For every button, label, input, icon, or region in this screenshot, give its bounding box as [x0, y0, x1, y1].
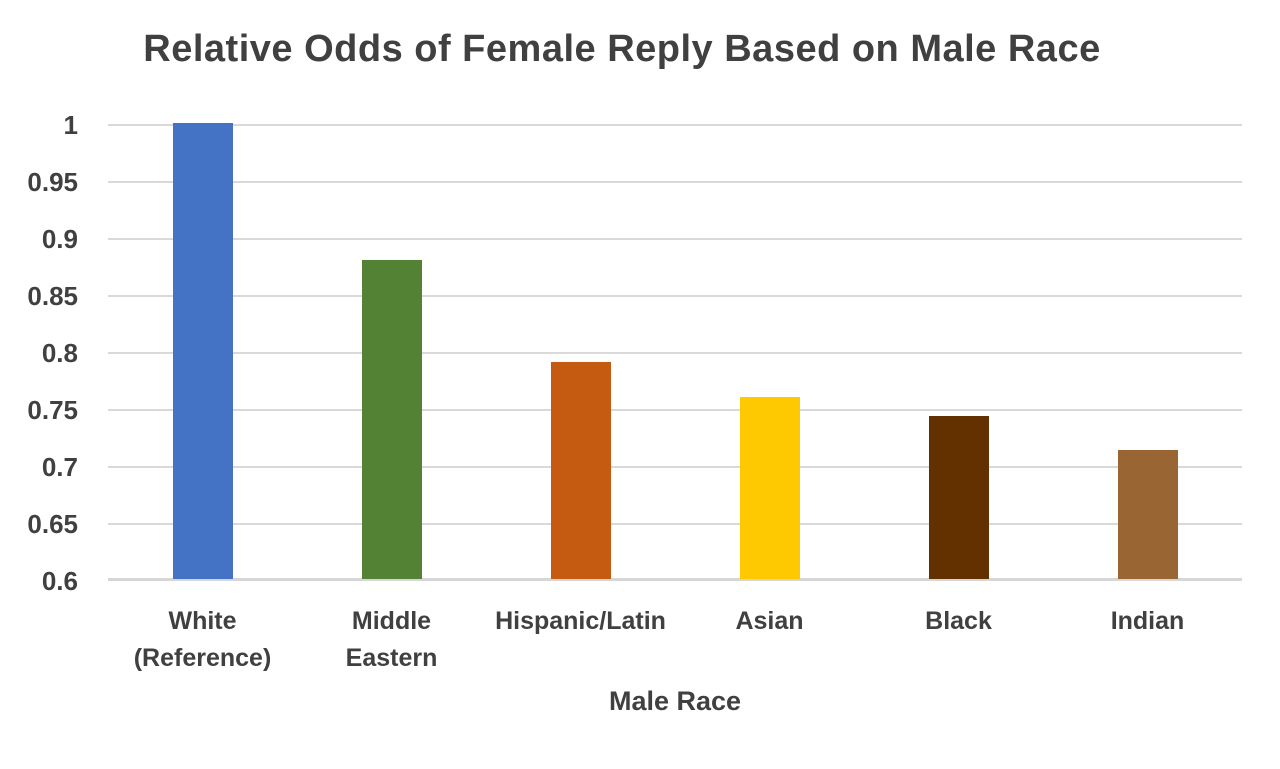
x-category-label-white-reference: White (Reference) — [133, 607, 272, 672]
y-tick-label-0.6: 0.6 — [41, 566, 78, 596]
x-category-label-middle-eastern: Middle Eastern — [345, 607, 438, 672]
y-tick-label-1: 1 — [63, 110, 78, 140]
y-tick-label-0.65: 0.65 — [27, 509, 78, 539]
bar-white-reference — [172, 123, 233, 579]
plot-area — [108, 123, 1242, 581]
gridline — [108, 523, 1242, 525]
bar-middle-eastern — [361, 259, 422, 579]
gridline — [108, 124, 1242, 126]
y-tick-label-0.8: 0.8 — [41, 338, 78, 368]
bar-black — [928, 415, 989, 579]
gridline — [108, 295, 1242, 297]
gridline — [108, 238, 1242, 240]
y-tick-label-0.95: 0.95 — [27, 167, 78, 197]
chart-title: Relative Odds of Female Reply Based on M… — [143, 28, 1101, 70]
x-axis-line — [108, 578, 1242, 581]
bar-hispanic-latin — [550, 362, 611, 579]
x-category-label-black: Black — [925, 607, 992, 635]
bar-asian — [739, 396, 800, 579]
x-category-label-indian: Indian — [1110, 607, 1185, 635]
gridline — [108, 466, 1242, 468]
x-axis-title: Male Race — [608, 686, 742, 716]
y-tick-label-0.75: 0.75 — [27, 395, 78, 425]
x-category-label-asian: Asian — [735, 607, 804, 635]
gridline — [108, 352, 1242, 354]
gridline — [108, 409, 1242, 411]
x-category-label-hispanic-latin: Hispanic/Latin — [495, 607, 666, 635]
y-tick-label-0.7: 0.7 — [41, 452, 78, 482]
y-tick-label-0.9: 0.9 — [41, 224, 78, 254]
y-tick-label-0.85: 0.85 — [27, 281, 78, 311]
bar-indian — [1117, 450, 1178, 579]
gridline — [108, 181, 1242, 183]
